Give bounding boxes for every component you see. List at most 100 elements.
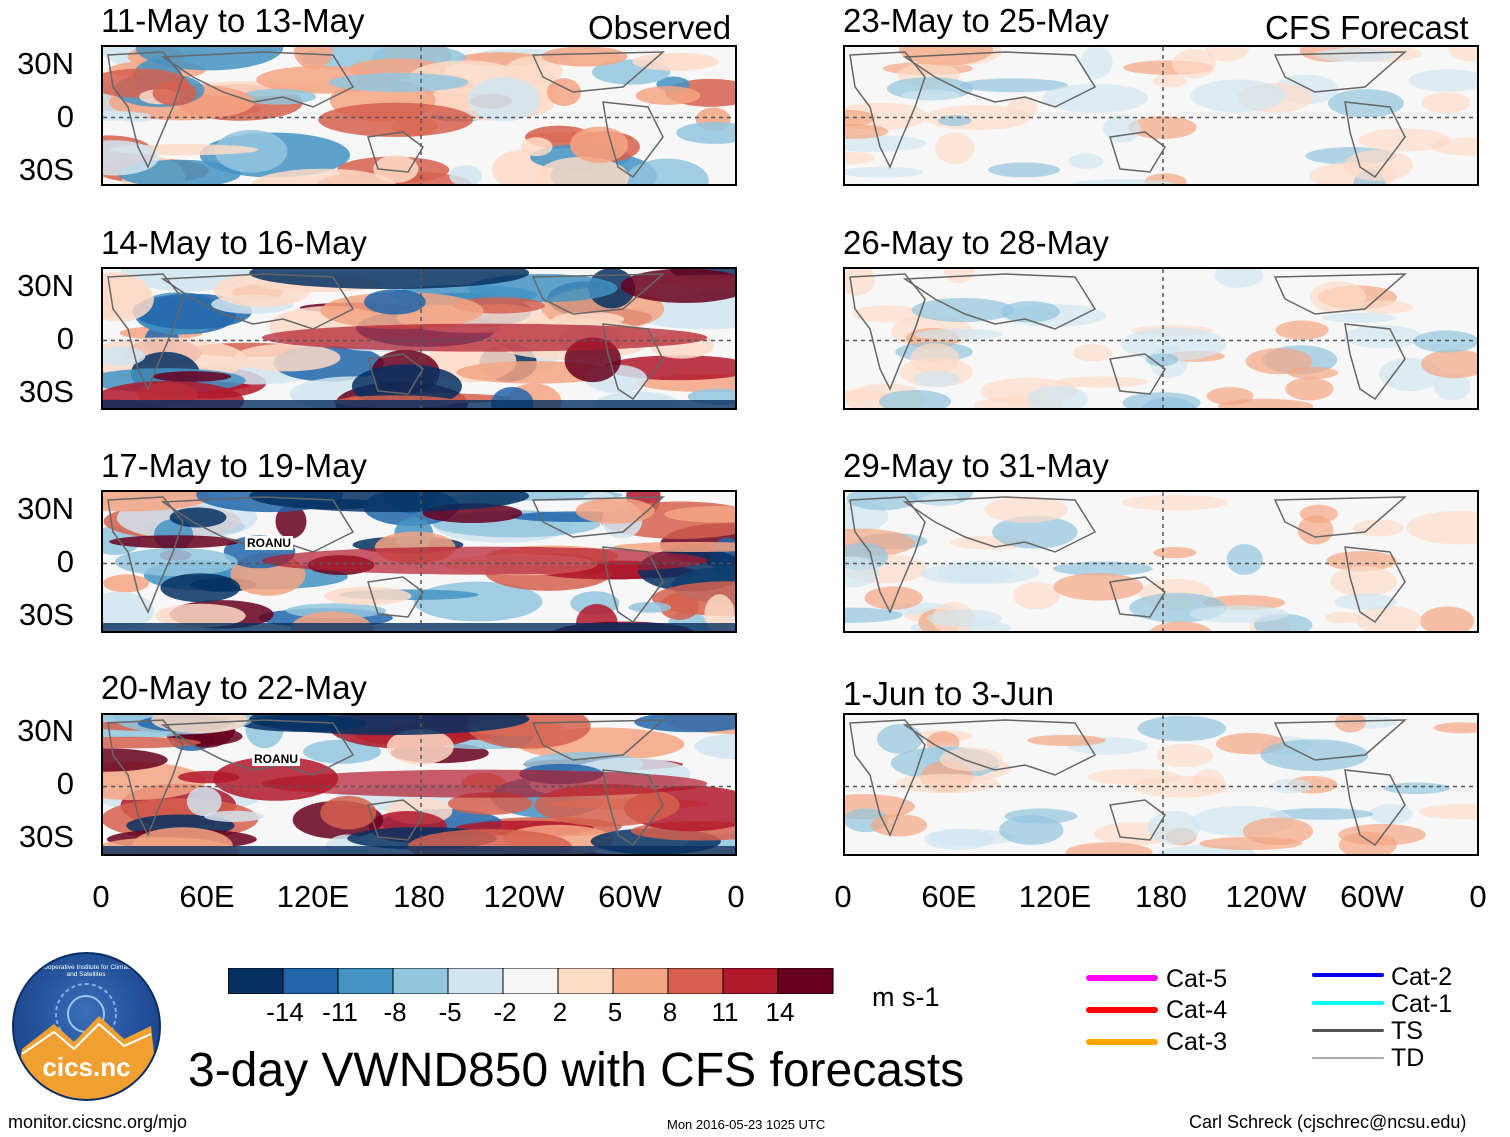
anomaly-blob	[1418, 803, 1477, 820]
anomaly-blob	[1053, 573, 1144, 601]
continent-outline	[602, 323, 664, 401]
anomaly-blob	[520, 137, 553, 157]
continent-outline	[367, 799, 424, 841]
anomaly-blob	[1189, 605, 1289, 623]
map-panel	[101, 713, 737, 856]
continent-outline	[1273, 719, 1408, 761]
anomaly-blob	[1334, 715, 1366, 733]
anomaly-blob	[1322, 312, 1397, 323]
anomaly-blob	[1245, 348, 1313, 375]
continent-outline	[902, 273, 1097, 330]
map-panel	[843, 490, 1479, 633]
anomaly-blob	[1069, 179, 1177, 184]
anomaly-blob	[898, 47, 994, 66]
continent-outline	[367, 576, 424, 618]
anomaly-blob	[1153, 546, 1197, 559]
anomaly-blob	[992, 515, 1078, 549]
anomaly-blob	[1260, 739, 1369, 772]
anomaly-blob	[664, 506, 735, 523]
y-tick-label: 0	[56, 321, 74, 356]
anomaly-blob	[1343, 325, 1422, 349]
colorbar	[228, 968, 834, 994]
anomaly-blob	[1054, 376, 1149, 388]
anomaly-band	[103, 846, 735, 854]
anomaly-blob	[1356, 300, 1414, 314]
continent-outline	[1273, 51, 1408, 93]
column-title-forecast: CFS Forecast	[1265, 9, 1469, 46]
x-tick-label: 120W	[1225, 879, 1307, 914]
legend-label: Cat-2	[1391, 963, 1453, 991]
anomaly-blob	[864, 586, 923, 610]
continent-outline	[1344, 101, 1406, 179]
continent-outline	[1109, 131, 1166, 173]
x-tick-label: 120E	[276, 879, 350, 914]
colorbar-swatch	[228, 968, 284, 994]
map-panel	[101, 45, 737, 186]
anomaly-blob	[894, 773, 1000, 794]
anomaly-blob	[1270, 778, 1313, 794]
continent-outline	[1273, 273, 1408, 315]
anomaly-blob	[318, 102, 473, 137]
logo-ring-text: Cooperative Institute for Climate and Sa…	[39, 964, 133, 978]
anomaly-blob	[1147, 810, 1201, 845]
anomaly-blob	[988, 162, 1060, 178]
anomaly-blob	[328, 72, 469, 93]
anomaly-blob	[1421, 92, 1471, 114]
anomaly-blob	[1326, 550, 1397, 572]
anomaly-blob	[901, 90, 960, 101]
anomaly-blob	[938, 115, 972, 127]
anomaly-blob	[1214, 269, 1263, 288]
colorbar-swatch	[502, 968, 559, 994]
anomaly-blob	[1042, 83, 1149, 113]
anomaly-blob	[1122, 392, 1201, 408]
map-field	[103, 715, 735, 854]
anomaly-band	[262, 323, 708, 352]
anomaly-blob	[1352, 519, 1404, 537]
colorbar-tick: -8	[383, 997, 407, 1027]
anomaly-blob	[1068, 153, 1104, 169]
anomaly-blob	[845, 269, 876, 296]
anomaly-blob	[914, 370, 960, 388]
anomaly-blob	[1004, 808, 1078, 824]
anomaly-blob	[468, 77, 540, 122]
anomaly-blob	[634, 715, 735, 733]
anomaly-blob	[103, 736, 201, 749]
anomaly-blob	[575, 497, 655, 524]
anomaly-blob	[984, 496, 1069, 523]
continent-outline	[1109, 353, 1166, 395]
continent-outline	[902, 496, 1097, 553]
anomaly-blob	[1145, 353, 1179, 366]
y-tick-label: 30N	[17, 491, 74, 526]
x-tick-label: 60W	[1340, 879, 1404, 914]
legend-line-cat5	[1086, 975, 1158, 981]
column-title-observed: Observed	[588, 9, 732, 46]
map-panel	[843, 45, 1479, 186]
anomaly-blob	[1065, 842, 1153, 854]
y-tick-label: 30N	[17, 268, 74, 303]
units-label: m s-1	[872, 982, 940, 1012]
anomaly-blob	[914, 328, 1003, 341]
colorbar-tick: 11	[711, 997, 739, 1027]
anomaly-blob	[114, 547, 238, 577]
anomaly-blob	[1413, 330, 1477, 353]
logo-graphic	[14, 983, 159, 1099]
continent-outline	[902, 719, 1097, 776]
legend-label: Cat-3	[1166, 1028, 1228, 1056]
map-panel	[101, 490, 737, 633]
continent-outline	[1344, 546, 1406, 624]
continent-outline	[160, 719, 355, 776]
map-field	[845, 47, 1477, 184]
panel-title: 29-May to 31-May	[843, 447, 1109, 484]
anomaly-blob	[151, 715, 248, 733]
legend-line-cat3	[1086, 1039, 1158, 1045]
anomaly-band	[262, 546, 708, 575]
colorbar-swatch	[337, 968, 394, 994]
y-tick-label: 30S	[18, 819, 74, 854]
x-tick-label: 180	[393, 879, 445, 914]
anomaly-blob	[1324, 611, 1362, 624]
anomaly-blob	[103, 574, 150, 593]
cics-logo: Cooperative Institute for Climate and Sa…	[12, 952, 161, 1101]
anomaly-blob	[845, 607, 903, 623]
map-field	[845, 492, 1477, 631]
anomaly-blob	[570, 126, 629, 163]
